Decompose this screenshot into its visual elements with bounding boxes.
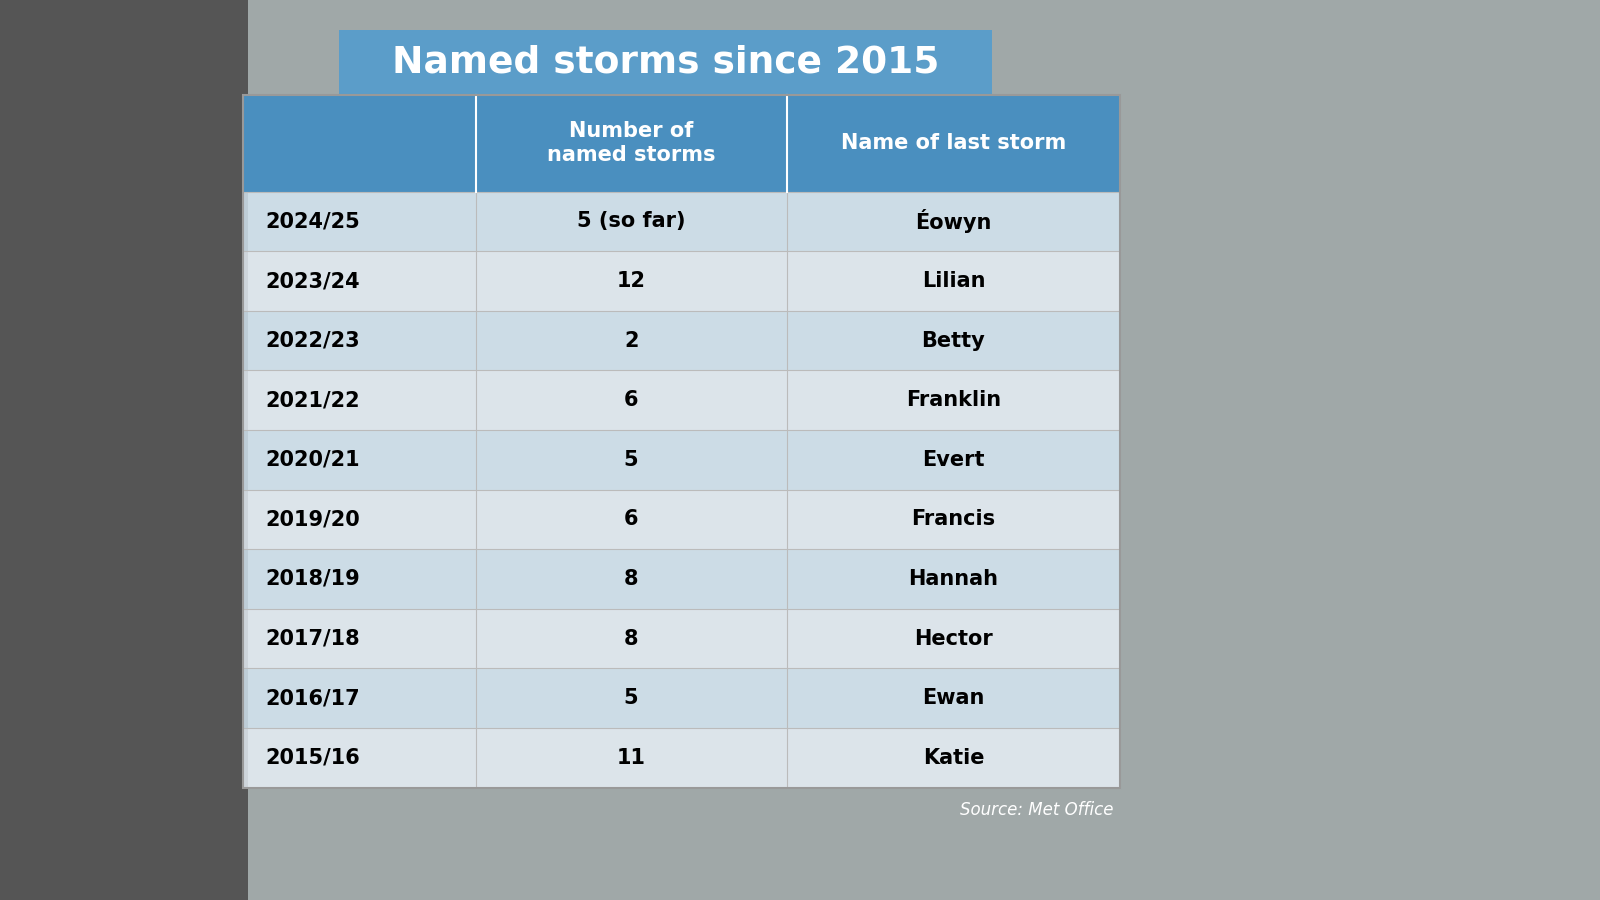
Text: Ewan: Ewan <box>922 688 984 708</box>
FancyBboxPatch shape <box>475 549 787 608</box>
FancyBboxPatch shape <box>243 549 475 608</box>
FancyBboxPatch shape <box>475 371 787 430</box>
FancyBboxPatch shape <box>475 430 787 490</box>
Text: 6: 6 <box>624 391 638 410</box>
Text: Hannah: Hannah <box>909 569 998 589</box>
FancyBboxPatch shape <box>475 94 787 192</box>
Text: 6: 6 <box>624 509 638 529</box>
Text: 8: 8 <box>624 569 638 589</box>
Text: 11: 11 <box>616 748 646 768</box>
Text: 2017/18: 2017/18 <box>266 628 360 649</box>
FancyBboxPatch shape <box>243 728 475 788</box>
Text: Franklin: Franklin <box>906 391 1002 410</box>
Text: 2019/20: 2019/20 <box>266 509 360 529</box>
FancyBboxPatch shape <box>475 669 787 728</box>
FancyBboxPatch shape <box>475 310 787 371</box>
FancyBboxPatch shape <box>787 608 1120 669</box>
Text: 12: 12 <box>616 271 646 291</box>
FancyBboxPatch shape <box>475 608 787 669</box>
FancyBboxPatch shape <box>243 310 475 371</box>
FancyBboxPatch shape <box>243 94 475 192</box>
FancyBboxPatch shape <box>475 251 787 310</box>
Text: Francis: Francis <box>912 509 995 529</box>
Text: 5: 5 <box>624 450 638 470</box>
FancyBboxPatch shape <box>787 192 1120 251</box>
Text: Source: Met Office: Source: Met Office <box>960 801 1114 819</box>
Text: Katie: Katie <box>923 748 984 768</box>
FancyBboxPatch shape <box>787 549 1120 608</box>
FancyBboxPatch shape <box>0 0 248 900</box>
FancyBboxPatch shape <box>787 251 1120 310</box>
FancyBboxPatch shape <box>475 490 787 549</box>
Text: 5 (so far): 5 (so far) <box>578 212 685 231</box>
FancyBboxPatch shape <box>787 371 1120 430</box>
FancyBboxPatch shape <box>787 490 1120 549</box>
Text: 2: 2 <box>624 330 638 351</box>
FancyBboxPatch shape <box>243 430 475 490</box>
Text: Name of last storm: Name of last storm <box>840 133 1066 153</box>
Text: 2018/19: 2018/19 <box>266 569 360 589</box>
FancyBboxPatch shape <box>339 30 992 94</box>
Text: Number of
named storms: Number of named storms <box>547 121 715 166</box>
Text: 2020/21: 2020/21 <box>266 450 360 470</box>
FancyBboxPatch shape <box>787 94 1120 192</box>
Text: Lilian: Lilian <box>922 271 986 291</box>
Text: Betty: Betty <box>922 330 986 351</box>
FancyBboxPatch shape <box>243 608 475 669</box>
FancyBboxPatch shape <box>243 251 475 310</box>
FancyBboxPatch shape <box>787 310 1120 371</box>
Text: Éowyn: Éowyn <box>915 210 992 233</box>
Text: 2023/24: 2023/24 <box>266 271 360 291</box>
FancyBboxPatch shape <box>243 490 475 549</box>
Text: 2024/25: 2024/25 <box>266 212 360 231</box>
FancyBboxPatch shape <box>243 192 475 251</box>
Text: 2016/17: 2016/17 <box>266 688 360 708</box>
FancyBboxPatch shape <box>787 669 1120 728</box>
FancyBboxPatch shape <box>243 371 475 430</box>
Text: Named storms since 2015: Named storms since 2015 <box>392 44 939 80</box>
Text: Hector: Hector <box>914 628 992 649</box>
Text: 2022/23: 2022/23 <box>266 330 360 351</box>
Text: 8: 8 <box>624 628 638 649</box>
FancyBboxPatch shape <box>787 728 1120 788</box>
FancyBboxPatch shape <box>475 728 787 788</box>
Text: 5: 5 <box>624 688 638 708</box>
FancyBboxPatch shape <box>787 430 1120 490</box>
Text: 2015/16: 2015/16 <box>266 748 360 768</box>
FancyBboxPatch shape <box>475 192 787 251</box>
Text: 2021/22: 2021/22 <box>266 391 360 410</box>
Text: Evert: Evert <box>922 450 984 470</box>
FancyBboxPatch shape <box>243 669 475 728</box>
